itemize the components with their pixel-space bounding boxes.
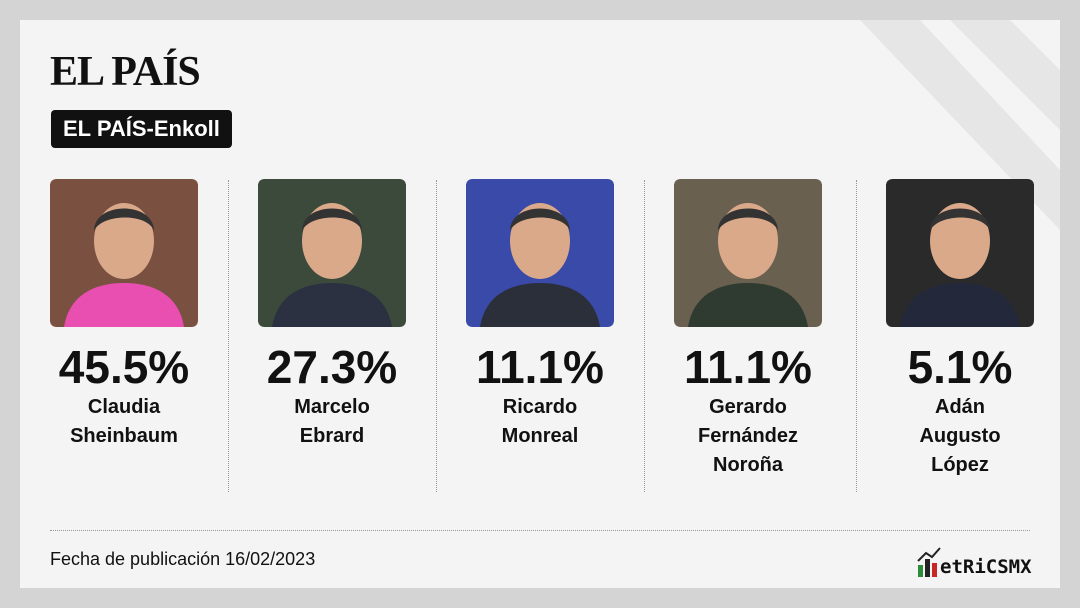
candidate-name: Fernández — [697, 425, 799, 447]
logo-text: etRiCSMX — [940, 556, 1032, 578]
candidate-name: Claudia — [87, 396, 161, 418]
candidate-name: Sheinbaum — [70, 425, 178, 447]
candidate-name: López — [931, 454, 989, 476]
candidate-photo — [466, 179, 614, 327]
separator — [856, 180, 857, 492]
card: EL PAÍS EL PAÍS-Enkoll Fecha de publicac… — [20, 20, 1060, 588]
candidate: 45.5% Claudia Sheinbaum — [29, 179, 219, 451]
separator — [644, 180, 645, 492]
separator — [228, 180, 229, 492]
candidate-name: Noroña — [713, 454, 783, 476]
candidate-photo — [50, 179, 198, 327]
brand-title: EL PAÍS — [50, 49, 201, 95]
publication-date: Fecha de publicación 16/02/2023 — [50, 549, 316, 569]
candidate-percent: 27.3% — [266, 341, 398, 393]
candidate-name: Ebrard — [299, 425, 365, 447]
candidate-percent: 45.5% — [58, 341, 190, 393]
candidate: 11.1% Ricardo Monreal — [445, 179, 635, 451]
candidate-name: Gerardo — [709, 396, 787, 418]
candidate-name: Ricardo — [502, 396, 578, 418]
candidate: 27.3% Marcelo Ebrard — [237, 179, 427, 451]
candidate-photo — [886, 179, 1034, 327]
candidate-percent: 11.1% — [684, 341, 812, 393]
separator — [436, 180, 437, 492]
source-badge: EL PAÍS-Enkoll — [51, 110, 232, 148]
candidate-percent: 11.1% — [476, 341, 604, 393]
candidate-percent: 5.1% — [907, 341, 1013, 393]
logo: etRiCSMX — [916, 545, 1036, 586]
candidate-name: Marcelo — [294, 396, 370, 418]
logo-mark: etRiCSMX — [917, 547, 1032, 578]
candidate: 11.1% Gerardo Fernández Noroña — [653, 179, 843, 480]
candidate-name: Monreal — [501, 425, 579, 447]
candidate-name: Augusto — [919, 425, 1001, 447]
candidate-photo — [258, 179, 406, 327]
candidate: 5.1% Adán Augusto López — [865, 179, 1055, 480]
candidate-name: Adán — [935, 396, 985, 418]
candidate-photo — [674, 179, 822, 327]
decor-stripes — [860, 20, 1060, 230]
divider — [50, 530, 1030, 531]
